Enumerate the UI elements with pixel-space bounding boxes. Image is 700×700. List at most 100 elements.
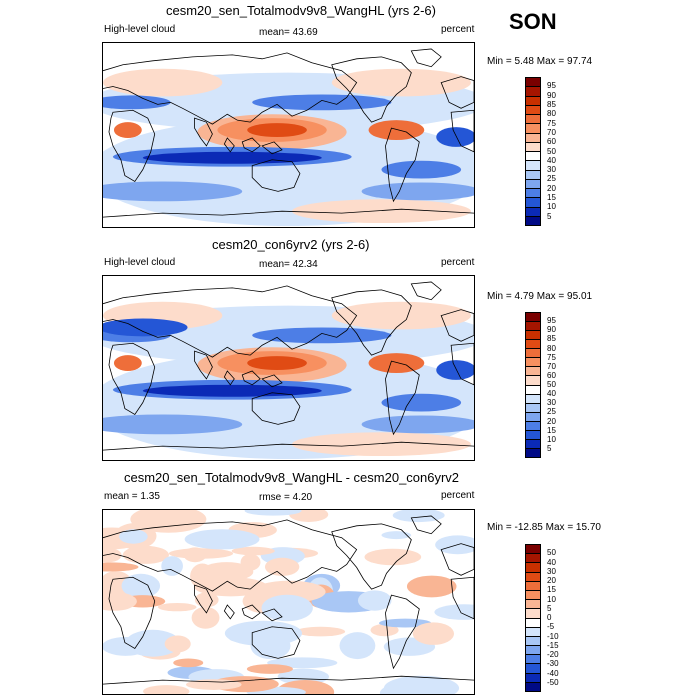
colorbar-label: 40	[547, 389, 556, 399]
colorbar-segment	[526, 141, 540, 151]
field-contour	[194, 592, 219, 608]
field-contour	[381, 531, 412, 540]
colorbar-label: 85	[547, 334, 556, 344]
colorbar-label: 15	[547, 585, 556, 595]
colorbar-label: 30	[547, 398, 556, 408]
colorbar-label: -5	[547, 622, 555, 632]
panel-2-colorbar	[525, 312, 541, 458]
field-contour	[247, 123, 307, 137]
colorbar-label: 10	[547, 202, 556, 212]
coastlines	[103, 515, 474, 685]
colorbar-segment	[526, 375, 540, 385]
field-contour	[183, 547, 207, 563]
colorbar-segment	[526, 160, 540, 170]
colorbar-label: 40	[547, 557, 556, 567]
colorbar-segment	[526, 654, 540, 664]
colorbar-label: -10	[547, 631, 559, 641]
map-field	[103, 43, 474, 227]
field-contour	[240, 553, 261, 571]
colorbar-label: 80	[547, 109, 556, 119]
colorbar-label: 50	[547, 146, 556, 156]
colorbar-segment	[526, 366, 540, 376]
field-contour	[370, 623, 399, 637]
field-contour	[247, 356, 307, 370]
field-contour	[103, 318, 188, 337]
colorbar-label: 95	[547, 81, 556, 91]
field-contour	[357, 590, 392, 611]
field-contour	[406, 575, 457, 598]
field-contour	[103, 562, 139, 572]
colorbar-label: -30	[547, 659, 559, 669]
colorbar-segment	[526, 197, 540, 207]
panel-1-mean: mean= 43.69	[259, 27, 318, 38]
field-contour	[379, 681, 451, 694]
panel-2-map	[102, 275, 475, 461]
colorbar-segment	[526, 626, 540, 636]
field-contour	[229, 634, 295, 644]
colorbar-segment	[526, 553, 540, 563]
field-contour	[246, 664, 293, 674]
colorbar-segment	[526, 330, 540, 340]
colorbar-label: 90	[547, 90, 556, 100]
colorbar-segment	[526, 78, 540, 87]
field-contour	[331, 68, 472, 97]
field-contour	[436, 127, 474, 147]
field-contour	[200, 562, 254, 582]
colorbar-label: 15	[547, 425, 556, 435]
colorbar-label: 95	[547, 316, 556, 326]
field-contour	[435, 535, 474, 555]
field-contour	[113, 355, 142, 371]
field-contour	[381, 393, 462, 412]
colorbar-segment	[526, 339, 540, 349]
colorbar-label: 30	[547, 566, 556, 576]
field-contour	[191, 606, 220, 629]
field-contour	[103, 68, 223, 97]
field-contour	[379, 618, 432, 628]
field-contour	[125, 629, 181, 657]
colorbar-label: 70	[547, 361, 556, 371]
colorbar-label: -15	[547, 640, 559, 650]
field-contour	[381, 160, 462, 179]
field-contour	[103, 95, 171, 110]
colorbar-segment	[526, 617, 540, 627]
panel-3-colorbar	[525, 544, 541, 692]
panel-2-mean: mean= 42.34	[259, 259, 318, 270]
colorbar-label: 40	[547, 155, 556, 165]
field-contour	[113, 122, 142, 138]
map-field	[103, 276, 474, 460]
field-contour	[103, 592, 137, 611]
colorbar-segment	[526, 599, 540, 609]
colorbar-label: 20	[547, 416, 556, 426]
map-field	[103, 510, 474, 694]
field-contour	[164, 635, 191, 653]
colorbar-segment	[526, 545, 540, 554]
field-contour	[252, 580, 326, 603]
colorbar-segment	[526, 321, 540, 331]
colorbar-label: -20	[547, 650, 559, 659]
panel-1-units: percent	[441, 24, 475, 35]
colorbar-label: 10	[547, 434, 556, 444]
panel-3-mean: mean = 1.35	[104, 491, 160, 502]
field-contour	[142, 685, 190, 694]
field-contour	[434, 604, 474, 620]
field-contour	[103, 547, 122, 563]
colorbar-label: 20	[547, 576, 556, 585]
colorbar-label: 5	[547, 603, 552, 613]
field-contour	[252, 327, 392, 344]
colorbar-segment	[526, 429, 540, 439]
field-contour	[436, 360, 474, 380]
field-contour	[264, 557, 300, 576]
panel-2-minmax: Min = 4.79 Max = 95.01	[487, 291, 593, 302]
field-contour	[103, 181, 243, 202]
coastlines	[103, 281, 474, 451]
field-contour	[392, 510, 445, 523]
colorbar-label: 25	[547, 174, 556, 184]
colorbar-segment	[526, 635, 540, 646]
field-contour	[103, 414, 243, 435]
field-contour	[184, 529, 260, 550]
field-contour	[368, 353, 425, 373]
colorbar-label: 30	[547, 165, 556, 175]
coastlines	[103, 48, 474, 218]
colorbar-segment	[526, 447, 540, 457]
colorbar-segment	[526, 402, 540, 412]
